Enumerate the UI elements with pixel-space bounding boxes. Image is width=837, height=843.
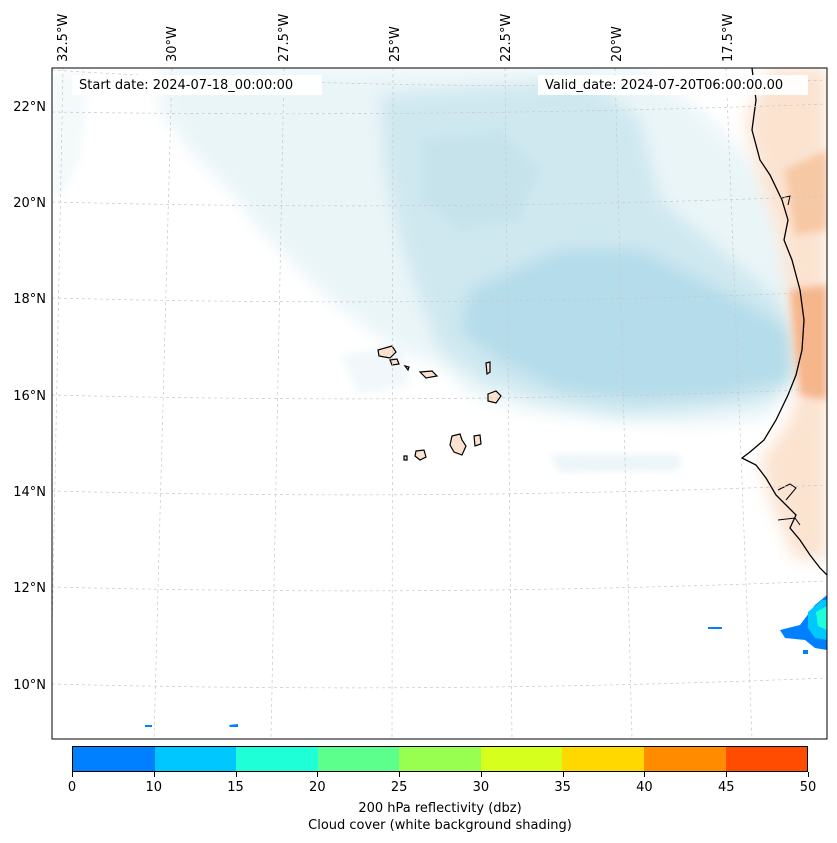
lon-label: 32.5°W <box>56 14 71 62</box>
colorbar-tick <box>726 772 728 777</box>
lon-label: 17.5°W <box>721 14 736 62</box>
lat-label: 20°N <box>13 196 46 211</box>
lon-label: 20°W <box>610 26 625 62</box>
lat-label: 18°N <box>13 292 46 307</box>
lat-label: 12°N <box>13 581 46 596</box>
longitude-labels: 32.5°W 30°W 27.5°W 25°W 22.5°W 20°W 17.5… <box>56 14 736 62</box>
colorbar-segment <box>399 747 481 771</box>
colorbar-segment <box>480 747 563 771</box>
lon-label: 22.5°W <box>499 14 514 62</box>
lat-label: 22°N <box>13 100 46 115</box>
colorbar-tick <box>72 772 73 777</box>
colorbar-subtitle: Cloud cover (white background shading) <box>308 818 572 833</box>
lat-label: 14°N <box>13 485 46 500</box>
land-warm-shading <box>745 68 827 560</box>
colorbar-segment <box>154 747 237 771</box>
lon-label: 25°W <box>388 26 403 62</box>
colorbar-tick-label: 25 <box>390 780 408 795</box>
colorbar-segment <box>643 747 726 771</box>
cloud-cover-shading <box>52 68 805 472</box>
colorbar-tick-label: 10 <box>145 780 163 795</box>
gridlines <box>52 68 827 739</box>
reflectivity-echoes <box>145 595 827 727</box>
coastline-africa <box>740 68 827 576</box>
colorbar-tick <box>153 772 155 777</box>
colorbar-tick-label: 50 <box>799 780 817 795</box>
colorbar-tick-label: 20 <box>309 780 326 795</box>
valid-date-label: Valid_date: 2024-07-20T06:00:00.00 <box>545 78 784 93</box>
colorbar-tick <box>399 772 401 777</box>
colorbar-title: 200 hPa reflectivity (dbz) <box>358 801 522 816</box>
colorbar <box>72 746 808 772</box>
map-frame <box>51 67 828 740</box>
colorbar-tick-label: 15 <box>227 780 244 795</box>
colorbar-segment <box>73 747 155 771</box>
lon-label: 30°W <box>165 26 180 62</box>
colorbar-tick-label: 35 <box>554 780 571 795</box>
colorbar-segment <box>562 747 644 771</box>
colorbar-tick <box>644 772 646 777</box>
lat-label: 10°N <box>13 678 46 693</box>
colorbar-segment <box>317 747 400 771</box>
colorbar-segment <box>725 747 808 771</box>
colorbar-tick-label: 0 <box>67 780 77 795</box>
lat-label: 16°N <box>13 389 46 404</box>
colorbar-tick <box>480 772 482 777</box>
start-date-label: Start date: 2024-07-18_00:00:00 <box>79 78 294 93</box>
latitude-labels: 22°N 20°N 18°N 16°N 14°N 12°N 10°N <box>13 100 46 693</box>
colorbar-tick <box>808 772 809 777</box>
colorbar-tick-label: 30 <box>472 780 490 795</box>
colorbar-tick <box>317 772 319 777</box>
colorbar-tick <box>235 772 237 777</box>
colorbar-tick <box>562 772 564 777</box>
colorbar-segment <box>236 747 318 771</box>
lon-label: 27.5°W <box>277 14 292 62</box>
colorbar-tick-label: 45 <box>717 780 735 795</box>
colorbar-tick-label: 40 <box>636 780 653 795</box>
